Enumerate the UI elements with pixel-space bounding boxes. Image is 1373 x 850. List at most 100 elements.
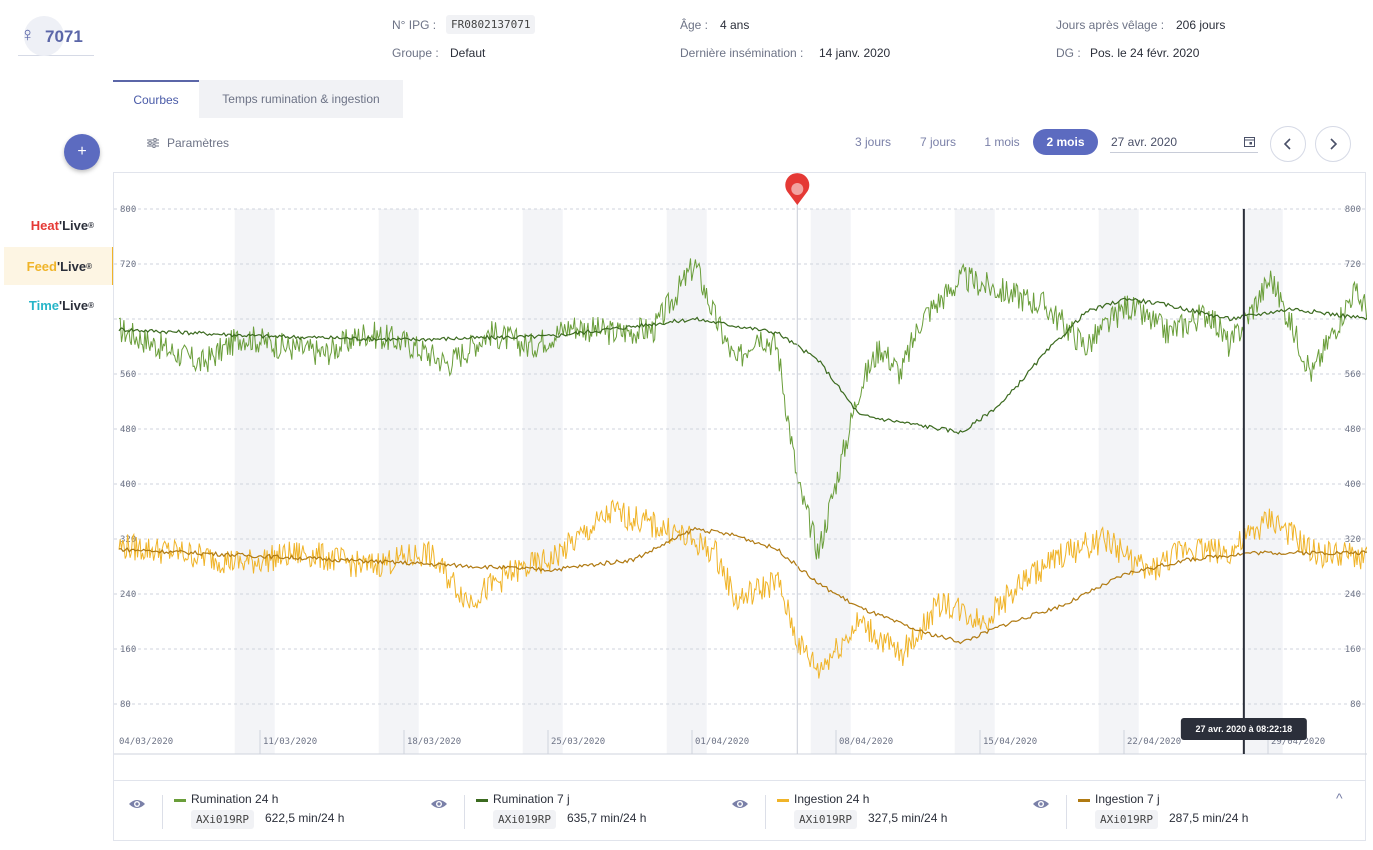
legend-device: AXi019RP — [191, 810, 254, 829]
y-tick-label-left: 80 — [120, 700, 131, 710]
sidebar-item-heatlive[interactable]: Heat 'Live ® — [4, 207, 114, 243]
timelive-suffix: 'Live — [58, 297, 89, 313]
chart-area[interactable]: 80 80 160 160 240 240 320 320 400 400 480 480 560 560… — [113, 172, 1367, 782]
add-button[interactable]: + — [64, 134, 100, 170]
series-line — [118, 526, 1367, 645]
legend-swatch — [174, 799, 186, 802]
y-tick-label-left: 800 — [120, 205, 136, 215]
animal-id[interactable]: ♀ 7071 — [18, 16, 94, 56]
legend-separator — [765, 795, 766, 829]
feedlive-reg: ® — [86, 261, 92, 271]
animal-number: 7071 — [45, 27, 83, 46]
velage-value: 206 jours — [1176, 18, 1226, 32]
range-3-jours[interactable]: 3 jours — [854, 135, 892, 149]
sidebar-item-timelive[interactable]: Time 'Live ® — [4, 287, 114, 323]
cursor-tooltip-text: 27 avr. 2020 à 08:22:18 — [1196, 724, 1293, 734]
heatlive-suffix: 'Live — [58, 217, 89, 233]
insemination-value: 14 janv. 2020 — [819, 46, 891, 60]
weekend-band — [666, 209, 707, 754]
x-tick-label: 04/03/2020 — [119, 737, 173, 747]
legend-device: AXi019RP — [493, 810, 556, 829]
x-tick-label: 18/03/2020 — [407, 737, 461, 747]
groupe-value: Defaut — [450, 46, 486, 60]
cow-icon — [24, 16, 64, 56]
age-label: Âge : — [680, 18, 709, 32]
groupe-label: Groupe : — [392, 46, 439, 60]
legend-name: Ingestion 24 h — [794, 792, 870, 806]
params-label: Paramètres — [167, 136, 230, 150]
series-line — [118, 258, 1367, 560]
weekend-band — [378, 209, 419, 754]
ipg-label: N° IPG : — [392, 18, 437, 32]
eye-icon[interactable] — [128, 797, 146, 811]
tab-courbes[interactable]: Courbes — [113, 80, 199, 118]
next-button[interactable] — [1315, 126, 1351, 162]
legend-device: AXi019RP — [794, 810, 857, 829]
params-button[interactable]: Paramètres — [147, 136, 229, 150]
range-7-jours[interactable]: 7 jours — [919, 135, 957, 149]
y-tick-label-right: 400 — [1345, 480, 1361, 490]
y-tick-label-left: 240 — [120, 590, 136, 600]
legend-name: Ingestion 7 j — [1095, 792, 1160, 806]
eye-icon[interactable] — [731, 797, 749, 811]
y-tick-label-left: 560 — [120, 370, 136, 380]
dg-label: DG : — [1056, 46, 1081, 60]
x-tick-label: 22/04/2020 — [1127, 737, 1181, 747]
timelive-reg: ® — [88, 300, 94, 310]
weekend-band — [810, 209, 851, 754]
y-tick-label-right: 560 — [1345, 370, 1361, 380]
legend-separator — [464, 795, 465, 829]
prev-button[interactable] — [1270, 126, 1306, 162]
legend-value: 622,5 min/24 h — [265, 811, 345, 825]
series-line — [118, 499, 1367, 679]
x-tick-label: 15/04/2020 — [983, 737, 1037, 747]
legend-item[interactable]: Ingestion 24 h AXi019RP 327,5 min/24 h — [717, 781, 1018, 841]
date-field[interactable]: 27 avr. 2020 — [1110, 131, 1258, 153]
feedlive-suffix: 'Live — [56, 258, 87, 274]
x-tick-label: 08/04/2020 — [839, 737, 893, 747]
range-2-mois[interactable]: 2 mois — [1033, 129, 1098, 155]
y-tick-label-right: 160 — [1345, 645, 1361, 655]
x-tick-label: 11/03/2020 — [263, 737, 317, 747]
dg-value: Pos. le 24 févr. 2020 — [1090, 46, 1200, 60]
legend-separator — [162, 795, 163, 829]
heat-event-icon-inner — [791, 183, 804, 195]
date-value: 27 avr. 2020 — [1111, 135, 1178, 149]
legend-value: 635,7 min/24 h — [567, 811, 647, 825]
female-icon: ♀ — [20, 24, 35, 46]
calendar-icon[interactable] — [1244, 136, 1255, 147]
age-value: 4 ans — [720, 18, 750, 32]
y-tick-label-left: 720 — [120, 260, 136, 270]
y-tick-label-right: 320 — [1345, 535, 1361, 545]
weekend-band — [954, 209, 995, 754]
eye-icon[interactable] — [1032, 797, 1050, 811]
x-tick-label: 01/04/2020 — [695, 737, 749, 747]
legend-item[interactable]: Ingestion 7 j AXi019RP 287,5 min/24 h — [1018, 781, 1319, 841]
legend-swatch — [777, 799, 789, 802]
legend-swatch — [476, 799, 488, 802]
y-tick-label-left: 160 — [120, 645, 136, 655]
ipg-value: FR0802137071 — [446, 15, 536, 34]
eye-icon[interactable] — [430, 797, 448, 811]
y-tick-label-right: 800 — [1345, 205, 1361, 215]
timelive-prefix: Time — [28, 297, 59, 313]
y-tick-label-right: 240 — [1345, 590, 1361, 600]
velage-label: Jours après vêlage : — [1056, 18, 1165, 32]
range-1-mois[interactable]: 1 mois — [984, 135, 1020, 149]
weekend-band — [1098, 209, 1139, 754]
chevron-right-icon — [1330, 138, 1338, 150]
heatlive-reg: ® — [88, 220, 94, 230]
weekend-band — [234, 209, 275, 754]
tab-temps-rumination-ingestion[interactable]: Temps rumination & ingestion — [199, 80, 403, 118]
collapse-legend-icon[interactable]: ^ — [1336, 790, 1343, 806]
legend-separator — [1066, 795, 1067, 829]
legend-name: Rumination 7 j — [493, 792, 570, 806]
x-tick-label: 29/04/2020 — [1271, 737, 1325, 747]
legend-item[interactable]: Rumination 7 j AXi019RP 635,7 min/24 h — [416, 781, 717, 841]
feedlive-prefix: Feed — [26, 258, 57, 274]
sidebar-item-feedlive[interactable]: Feed 'Live ® — [4, 247, 114, 285]
x-tick-label: 25/03/2020 — [551, 737, 605, 747]
legend-item[interactable]: Rumination 24 h AXi019RP 622,5 min/24 h — [114, 781, 415, 841]
y-tick-label-right: 480 — [1345, 425, 1361, 435]
